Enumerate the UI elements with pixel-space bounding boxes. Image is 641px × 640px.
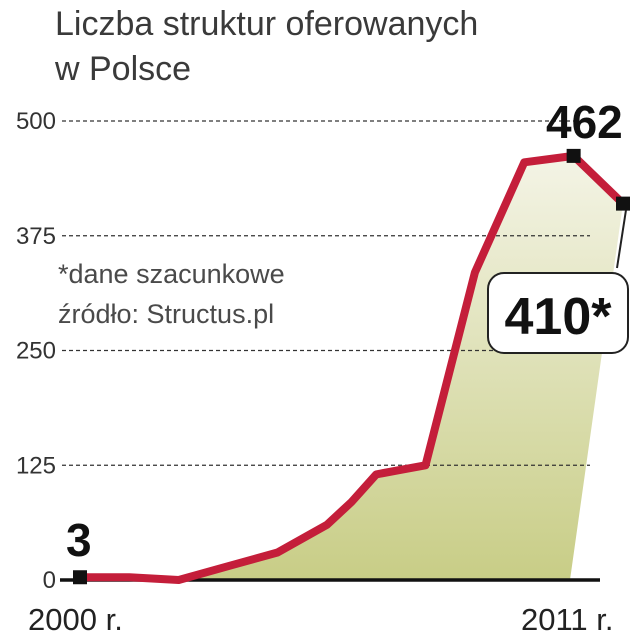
gridlines xyxy=(62,120,590,466)
y-axis-ticks: 0 125 250 375 500 xyxy=(16,108,56,594)
note-source: źródło: Structus.pl xyxy=(58,299,274,329)
chart-title-line-2: w Polsce xyxy=(54,50,191,88)
series-line-path xyxy=(80,151,626,584)
y-tick-label-0: 0 xyxy=(43,567,56,594)
y-tick-label-250: 250 xyxy=(16,338,56,365)
y-tick-label-375: 375 xyxy=(16,223,56,250)
area-fill-path xyxy=(80,155,623,580)
y-tick-label-500: 500 xyxy=(16,108,56,135)
y-tick-label-125: 125 xyxy=(16,452,56,479)
x-axis-start-label: 2000 r. xyxy=(28,602,123,637)
series-line xyxy=(80,151,626,584)
marker-end xyxy=(616,196,630,211)
note-estimate: *dane szacunkowe xyxy=(58,259,285,289)
callout-connector xyxy=(616,209,627,269)
start-value-label: 3 xyxy=(66,514,92,566)
end-value-callout-box xyxy=(487,272,629,354)
marker-peak xyxy=(566,148,581,163)
x-axis-end-label: 2011 r. xyxy=(521,602,614,637)
chart-title-line-1: Liczba struktur oferowanych xyxy=(55,5,478,43)
marker-start xyxy=(73,570,87,585)
end-value-label: 410* xyxy=(505,288,613,346)
area-fill xyxy=(80,155,623,580)
peak-value-label: 462 xyxy=(546,96,623,148)
markers xyxy=(73,148,630,585)
